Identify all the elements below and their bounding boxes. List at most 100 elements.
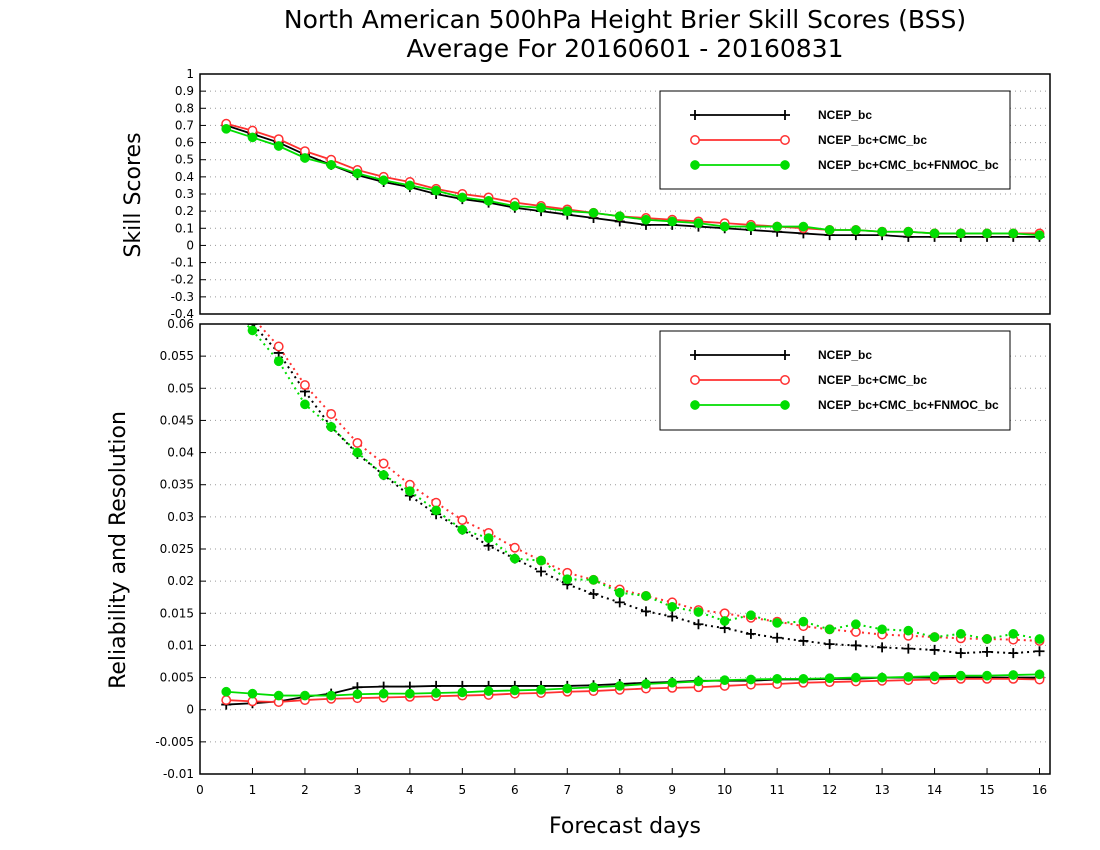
data-point <box>221 297 231 307</box>
top-panel-series <box>221 118 1045 242</box>
data-point <box>509 553 520 564</box>
data-point <box>536 566 547 577</box>
top-legend: NCEP_bc NCEP_bc+CMC_bc NCEP_bc+CMC_bc+FNMO… <box>659 90 1011 190</box>
y-tick-label: 0.035 <box>160 478 194 492</box>
data-point <box>614 211 625 222</box>
y-tick-label: -0.01 <box>163 767 194 781</box>
x-tick-label: 5 <box>459 783 467 797</box>
data-point <box>641 591 651 601</box>
data-point <box>667 611 678 622</box>
data-point <box>690 375 700 385</box>
data-point <box>746 610 756 621</box>
data-point <box>824 673 835 684</box>
data-point <box>1034 646 1045 657</box>
data-point <box>509 685 520 696</box>
data-point <box>221 695 232 706</box>
data-point <box>352 447 363 458</box>
x-tick-label: 1 <box>249 783 257 797</box>
data-point <box>326 409 337 419</box>
data-point <box>798 616 809 627</box>
y-tick-label: 0.5 <box>175 153 194 167</box>
series-line <box>244 324 1040 641</box>
data-point <box>955 629 966 639</box>
x-axis-label: Forecast days <box>549 814 701 839</box>
y-tick-label: 0.03 <box>167 510 194 524</box>
data-point <box>667 602 678 612</box>
data-point <box>877 672 887 683</box>
data-point <box>780 160 790 170</box>
data-point <box>955 670 966 681</box>
y-tick-label: -0.4 <box>171 307 194 321</box>
x-tick-label: 13 <box>874 783 889 797</box>
data-point <box>877 624 887 635</box>
data-point <box>378 470 389 480</box>
data-point <box>798 221 809 232</box>
data-point <box>824 639 835 650</box>
x-tick-label: 12 <box>822 783 837 797</box>
y-tick-label: 0.02 <box>167 574 194 588</box>
data-point <box>1008 648 1019 659</box>
y-tick-label: 0.05 <box>167 381 194 395</box>
data-point <box>780 400 790 410</box>
data-point <box>929 228 940 239</box>
series-group <box>221 297 1045 710</box>
data-point <box>982 670 992 681</box>
bottom-y-axis-label: Reliability and Resolution <box>106 411 131 689</box>
bottom-legend: NCEP_bc NCEP_bc+CMC_bc NCEP_bc+CMC_bc+FNMO… <box>659 330 1011 431</box>
series <box>221 669 1045 701</box>
data-point <box>693 218 704 228</box>
data-point <box>299 380 310 391</box>
data-point <box>273 690 284 701</box>
data-point <box>719 675 730 685</box>
data-point <box>588 208 599 218</box>
data-point <box>851 672 861 683</box>
legend-label: NCEP_bc+CMC_bc <box>818 373 927 387</box>
y-tick-label: 0 <box>186 238 194 252</box>
data-point <box>877 642 888 653</box>
legend-label: NCEP_bc+CMC_bc <box>818 133 927 147</box>
data-point <box>746 221 756 232</box>
data-point <box>955 648 966 659</box>
data-point <box>690 160 700 170</box>
data-point <box>641 679 651 689</box>
y-tick-label: 0.9 <box>175 84 194 98</box>
top-panel-frame <box>199 73 1051 315</box>
x-tick-label: 6 <box>511 783 519 797</box>
data-point <box>1008 228 1019 239</box>
data-point <box>483 196 494 206</box>
data-point <box>640 606 651 617</box>
data-point <box>588 682 599 693</box>
y-tick-label: 0.3 <box>175 187 194 201</box>
data-point <box>562 683 573 694</box>
legend-label: NCEP_bc+CMC_bc+FNMOC_bc <box>818 398 999 412</box>
data-point <box>667 677 678 688</box>
data-point <box>772 221 783 232</box>
data-point <box>903 226 914 237</box>
y-tick-label: 0.8 <box>175 101 194 115</box>
y-tick-label: 0.4 <box>175 170 194 184</box>
data-point <box>588 589 599 599</box>
data-point <box>641 214 651 225</box>
data-point <box>719 616 730 626</box>
data-point <box>457 687 468 698</box>
legend-label: NCEP_bc <box>818 348 872 362</box>
y-tick-label: -0.2 <box>171 273 194 287</box>
data-point <box>693 619 704 630</box>
data-point <box>1008 629 1019 639</box>
data-point <box>536 555 546 566</box>
x-tick-label: 10 <box>717 783 732 797</box>
series <box>221 672 1045 710</box>
data-point <box>614 681 625 691</box>
data-point <box>824 225 835 235</box>
data-point <box>877 226 887 237</box>
series <box>244 324 1045 644</box>
data-point <box>690 110 700 120</box>
top-y-axis-label: Skill Scores <box>121 132 146 257</box>
data-point <box>690 135 700 145</box>
data-point <box>457 515 468 526</box>
x-tick-label: 11 <box>770 783 785 797</box>
data-point <box>780 375 790 385</box>
series-line <box>226 676 1040 706</box>
data-point <box>221 686 232 697</box>
